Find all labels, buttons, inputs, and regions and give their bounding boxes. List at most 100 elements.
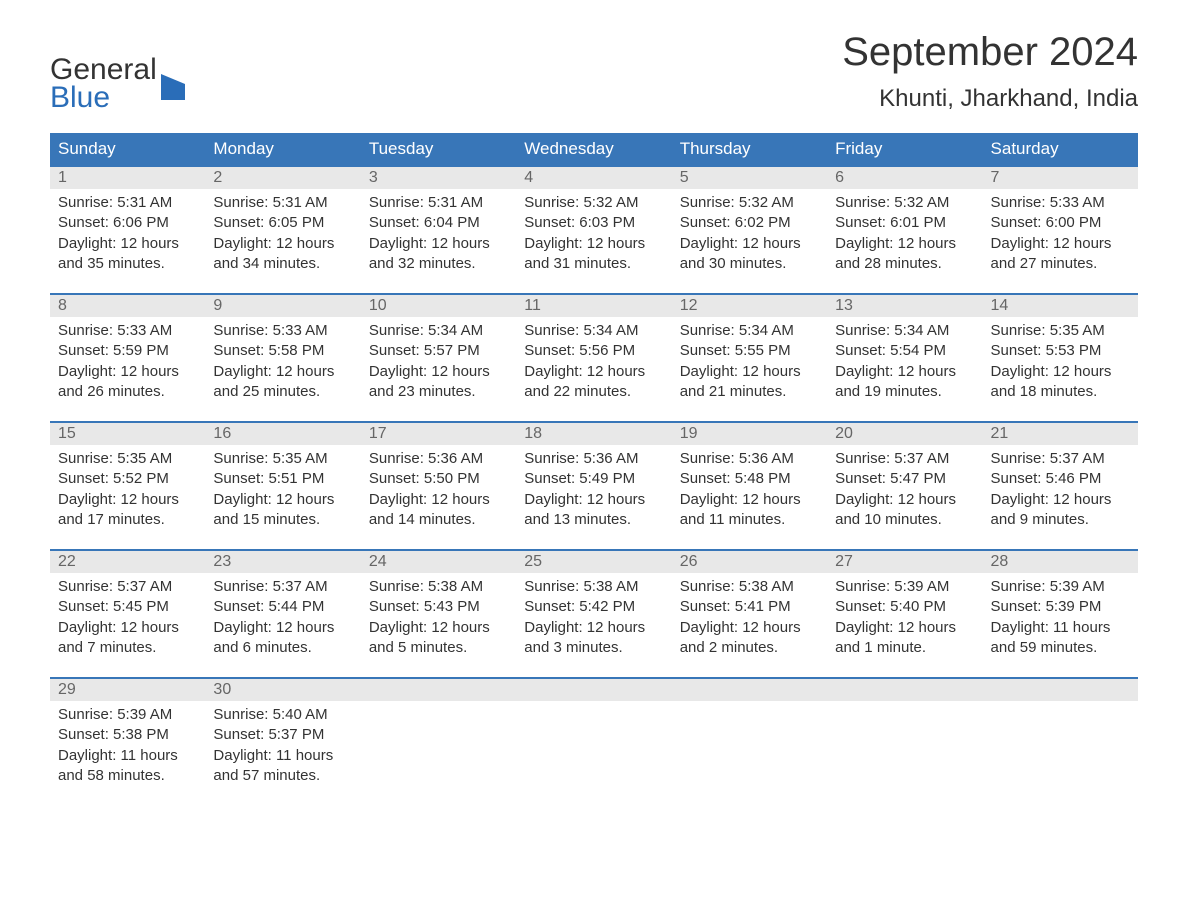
day-header: Tuesday [361, 133, 516, 166]
day-number: 26 [672, 551, 827, 573]
day-cell: 19Sunrise: 5:36 AMSunset: 5:48 PMDayligh… [672, 422, 827, 550]
day-body: Sunrise: 5:37 AMSunset: 5:44 PMDaylight:… [205, 573, 360, 664]
daylight-text: Daylight: 11 hours [58, 746, 197, 766]
daylight-text: Daylight: 12 hours [680, 234, 819, 254]
day-cell: 3Sunrise: 5:31 AMSunset: 6:04 PMDaylight… [361, 166, 516, 294]
sunset-text: Sunset: 5:48 PM [680, 469, 819, 489]
sunset-text: Sunset: 5:37 PM [213, 725, 352, 745]
daylight-text: and 18 minutes. [991, 382, 1130, 402]
sunrise-text: Sunrise: 5:37 AM [835, 449, 974, 469]
sunset-text: Sunset: 5:57 PM [369, 341, 508, 361]
daylight-text: and 1 minute. [835, 638, 974, 658]
day-number: 15 [50, 423, 205, 445]
day-number: 25 [516, 551, 671, 573]
day-header: Monday [205, 133, 360, 166]
sunset-text: Sunset: 5:40 PM [835, 597, 974, 617]
day-body: Sunrise: 5:37 AMSunset: 5:47 PMDaylight:… [827, 445, 982, 536]
sunrise-text: Sunrise: 5:39 AM [835, 577, 974, 597]
day-body: Sunrise: 5:34 AMSunset: 5:56 PMDaylight:… [516, 317, 671, 408]
calendar-table: SundayMondayTuesdayWednesdayThursdayFrid… [50, 133, 1138, 806]
day-header: Wednesday [516, 133, 671, 166]
daylight-text: Daylight: 12 hours [213, 490, 352, 510]
daylight-text: and 2 minutes. [680, 638, 819, 658]
day-body: Sunrise: 5:33 AMSunset: 6:00 PMDaylight:… [983, 189, 1138, 280]
daylight-text: Daylight: 12 hours [524, 234, 663, 254]
sunset-text: Sunset: 5:50 PM [369, 469, 508, 489]
day-header: Saturday [983, 133, 1138, 166]
logo: General Blue [50, 30, 195, 113]
day-cell [827, 678, 982, 806]
daylight-text: and 28 minutes. [835, 254, 974, 274]
daylight-text: and 17 minutes. [58, 510, 197, 530]
day-body: Sunrise: 5:35 AMSunset: 5:53 PMDaylight:… [983, 317, 1138, 408]
daylight-text: Daylight: 12 hours [835, 362, 974, 382]
day-cell: 5Sunrise: 5:32 AMSunset: 6:02 PMDaylight… [672, 166, 827, 294]
day-cell [983, 678, 1138, 806]
sunrise-text: Sunrise: 5:37 AM [213, 577, 352, 597]
day-number: 10 [361, 295, 516, 317]
sunset-text: Sunset: 5:56 PM [524, 341, 663, 361]
day-header-row: SundayMondayTuesdayWednesdayThursdayFrid… [50, 133, 1138, 166]
day-body: Sunrise: 5:37 AMSunset: 5:45 PMDaylight:… [50, 573, 205, 664]
day-number: 8 [50, 295, 205, 317]
day-body: Sunrise: 5:31 AMSunset: 6:04 PMDaylight:… [361, 189, 516, 280]
sunset-text: Sunset: 5:41 PM [680, 597, 819, 617]
day-cell: 4Sunrise: 5:32 AMSunset: 6:03 PMDaylight… [516, 166, 671, 294]
day-cell: 16Sunrise: 5:35 AMSunset: 5:51 PMDayligh… [205, 422, 360, 550]
daylight-text: Daylight: 12 hours [680, 362, 819, 382]
daylight-text: Daylight: 12 hours [835, 618, 974, 638]
day-body: Sunrise: 5:31 AMSunset: 6:05 PMDaylight:… [205, 189, 360, 280]
sunset-text: Sunset: 5:54 PM [835, 341, 974, 361]
day-cell: 26Sunrise: 5:38 AMSunset: 5:41 PMDayligh… [672, 550, 827, 678]
sunset-text: Sunset: 6:02 PM [680, 213, 819, 233]
sunrise-text: Sunrise: 5:32 AM [835, 193, 974, 213]
sunset-text: Sunset: 5:44 PM [213, 597, 352, 617]
sunrise-text: Sunrise: 5:40 AM [213, 705, 352, 725]
daylight-text: and 13 minutes. [524, 510, 663, 530]
day-number: 11 [516, 295, 671, 317]
day-number-empty [516, 679, 671, 701]
sunrise-text: Sunrise: 5:31 AM [58, 193, 197, 213]
day-body: Sunrise: 5:37 AMSunset: 5:46 PMDaylight:… [983, 445, 1138, 536]
daylight-text: and 6 minutes. [213, 638, 352, 658]
day-body: Sunrise: 5:33 AMSunset: 5:59 PMDaylight:… [50, 317, 205, 408]
daylight-text: and 15 minutes. [213, 510, 352, 530]
day-cell: 29Sunrise: 5:39 AMSunset: 5:38 PMDayligh… [50, 678, 205, 806]
location: Khunti, Jharkhand, India [842, 85, 1138, 113]
daylight-text: Daylight: 12 hours [680, 618, 819, 638]
daylight-text: and 22 minutes. [524, 382, 663, 402]
daylight-text: Daylight: 12 hours [991, 234, 1130, 254]
day-body: Sunrise: 5:34 AMSunset: 5:55 PMDaylight:… [672, 317, 827, 408]
sunrise-text: Sunrise: 5:34 AM [835, 321, 974, 341]
daylight-text: Daylight: 11 hours [991, 618, 1130, 638]
sunset-text: Sunset: 5:46 PM [991, 469, 1130, 489]
week-row: 8Sunrise: 5:33 AMSunset: 5:59 PMDaylight… [50, 294, 1138, 422]
sunset-text: Sunset: 5:47 PM [835, 469, 974, 489]
sunrise-text: Sunrise: 5:39 AM [58, 705, 197, 725]
day-cell: 12Sunrise: 5:34 AMSunset: 5:55 PMDayligh… [672, 294, 827, 422]
daylight-text: Daylight: 12 hours [524, 490, 663, 510]
daylight-text: Daylight: 12 hours [58, 234, 197, 254]
day-number: 12 [672, 295, 827, 317]
day-cell: 20Sunrise: 5:37 AMSunset: 5:47 PMDayligh… [827, 422, 982, 550]
day-number: 22 [50, 551, 205, 573]
day-cell: 25Sunrise: 5:38 AMSunset: 5:42 PMDayligh… [516, 550, 671, 678]
day-number: 13 [827, 295, 982, 317]
sunset-text: Sunset: 5:45 PM [58, 597, 197, 617]
day-number: 4 [516, 167, 671, 189]
sunset-text: Sunset: 5:51 PM [213, 469, 352, 489]
day-body: Sunrise: 5:38 AMSunset: 5:43 PMDaylight:… [361, 573, 516, 664]
day-body: Sunrise: 5:32 AMSunset: 6:01 PMDaylight:… [827, 189, 982, 280]
daylight-text: and 32 minutes. [369, 254, 508, 274]
day-number: 18 [516, 423, 671, 445]
day-number: 23 [205, 551, 360, 573]
page-title: September 2024 [842, 30, 1138, 75]
day-cell: 22Sunrise: 5:37 AMSunset: 5:45 PMDayligh… [50, 550, 205, 678]
sunrise-text: Sunrise: 5:35 AM [991, 321, 1130, 341]
day-cell: 15Sunrise: 5:35 AMSunset: 5:52 PMDayligh… [50, 422, 205, 550]
day-cell: 10Sunrise: 5:34 AMSunset: 5:57 PMDayligh… [361, 294, 516, 422]
sunrise-text: Sunrise: 5:39 AM [991, 577, 1130, 597]
daylight-text: Daylight: 12 hours [991, 490, 1130, 510]
title-block: September 2024 Khunti, Jharkhand, India [842, 30, 1138, 113]
day-number-empty [672, 679, 827, 701]
